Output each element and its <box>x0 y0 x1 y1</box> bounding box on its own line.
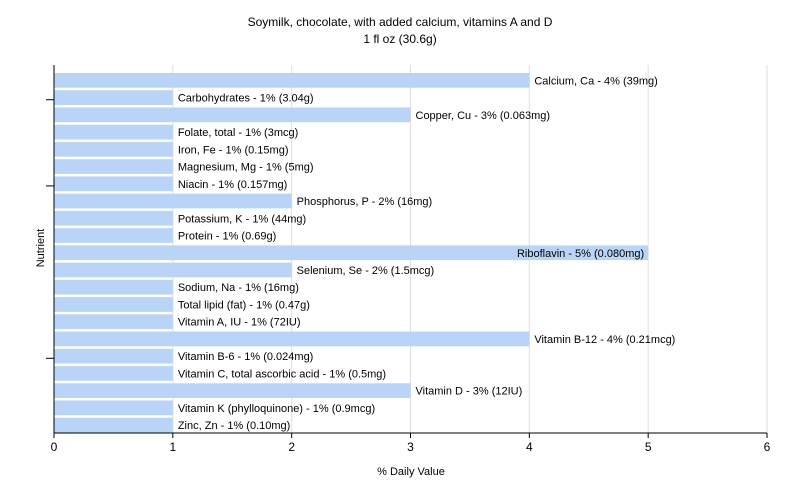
bar <box>54 314 173 330</box>
x-tick-label: 6 <box>764 440 771 454</box>
data-label: Vitamin B-12 - 4% (0.21mcg) <box>534 334 675 346</box>
data-label: Folate, total - 1% (3mcg) <box>178 127 298 139</box>
bar <box>54 90 173 105</box>
data-label: Sodium, Na - 1% (16mg) <box>178 282 299 294</box>
bar <box>54 176 173 192</box>
bar <box>54 73 530 88</box>
bar <box>54 262 292 278</box>
data-label: Vitamin D - 3% (12IU) <box>416 386 523 398</box>
bar <box>54 228 173 243</box>
bar <box>54 400 173 416</box>
data-label: Vitamin A, IU - 1% (72IU) <box>178 317 301 329</box>
x-axis-label: % Daily Value <box>377 466 445 478</box>
bar <box>54 193 292 209</box>
data-label: Zinc, Zn - 1% (0.10mg) <box>178 420 290 432</box>
data-label: Magnesium, Mg - 1% (5mg) <box>178 162 314 174</box>
data-label: Protein - 1% (0.69g) <box>178 231 276 243</box>
data-label: Carbohydrates - 1% (3.04g) <box>178 93 314 105</box>
y-axis-label: Nutrient <box>35 228 47 268</box>
data-label: Calcium, Ca - 4% (39mg) <box>534 75 657 87</box>
data-label: Vitamin K (phylloquinone) - 1% (0.9mcg) <box>178 403 375 415</box>
data-label: Niacin - 1% (0.157mg) <box>178 179 287 191</box>
x-tick-label: 2 <box>288 440 295 454</box>
bar <box>54 159 173 174</box>
data-label: Iron, Fe - 1% (0.15mg) <box>178 144 289 156</box>
data-label: Vitamin C, total ascorbic acid - 1% (0.5… <box>178 368 386 380</box>
data-label: Potassium, K - 1% (44mg) <box>178 213 306 225</box>
bar <box>54 366 173 381</box>
bar <box>54 331 530 347</box>
x-tick-label: 0 <box>51 440 58 454</box>
bar <box>54 245 649 261</box>
bar <box>54 417 173 433</box>
data-label: Copper, Cu - 3% (0.063mg) <box>416 110 551 122</box>
data-label: Selenium, Se - 2% (1.5mcg) <box>297 265 435 277</box>
bar <box>54 297 173 312</box>
data-label: Riboflavin - 5% (0.080mg) <box>517 248 644 260</box>
bar <box>54 348 173 364</box>
x-tick-label: 5 <box>645 440 652 454</box>
chart-title: Soymilk, chocolate, with added calcium, … <box>247 15 553 29</box>
bar <box>54 210 173 226</box>
bar <box>54 383 411 399</box>
data-label: Phosphorus, P - 2% (16mg) <box>297 196 433 208</box>
x-tick-label: 1 <box>169 440 176 454</box>
bar <box>54 279 173 295</box>
chart-subtitle: 1 fl oz (30.6g) <box>363 32 437 46</box>
x-tick-label: 3 <box>407 440 414 454</box>
bar <box>54 107 411 123</box>
x-tick-label: 4 <box>526 440 533 454</box>
data-label: Vitamin B-6 - 1% (0.024mg) <box>178 351 314 363</box>
data-label: Total lipid (fat) - 1% (0.47g) <box>178 299 310 311</box>
bar <box>54 124 173 140</box>
bar <box>54 141 173 157</box>
